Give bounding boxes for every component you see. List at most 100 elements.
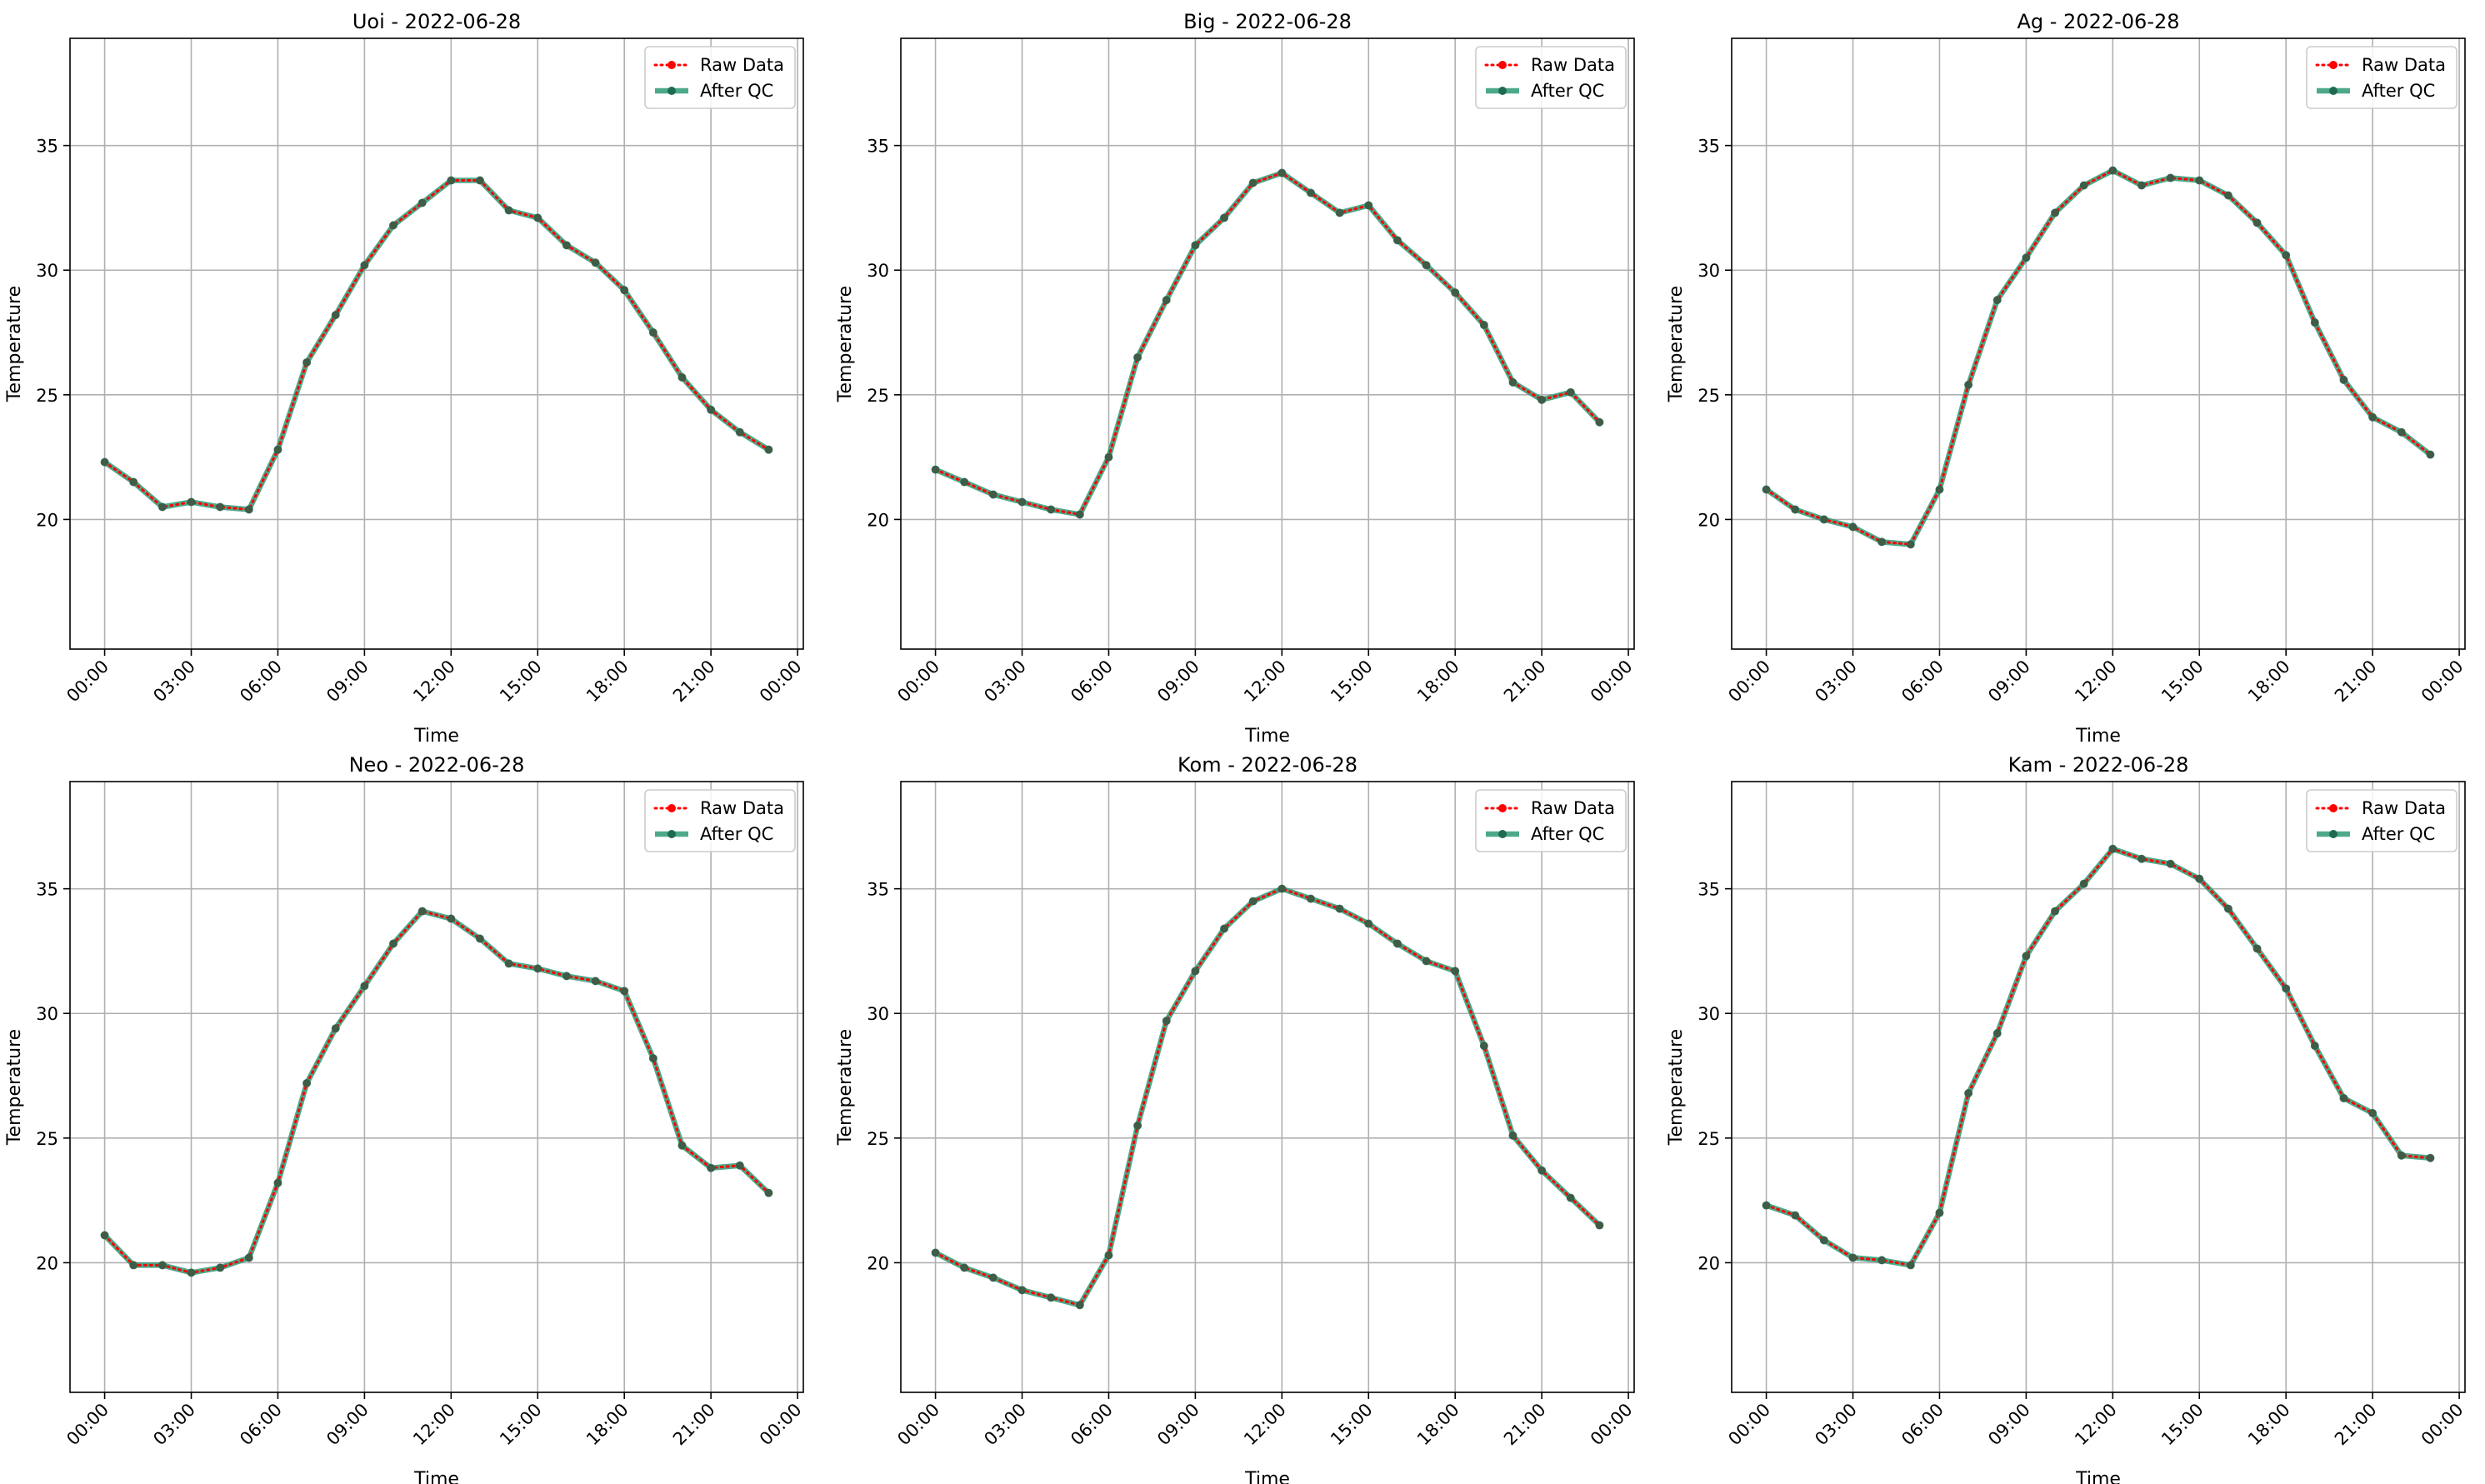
after-qc-point — [2426, 450, 2435, 459]
after-qc-point — [360, 261, 369, 270]
after-qc-point — [1133, 1121, 1142, 1130]
after-qc-point — [1964, 380, 1973, 389]
y-tick-label: 20 — [36, 510, 58, 530]
after-qc-point — [648, 328, 658, 337]
x-tick-label: 21:00 — [669, 657, 719, 707]
after-qc-point — [129, 1261, 138, 1270]
x-tick-label: 18:00 — [582, 657, 632, 707]
legend-label-after-qc: After QC — [2362, 81, 2435, 101]
x-tick-label: 18:00 — [2244, 657, 2294, 707]
after-qc-point — [1935, 1208, 1944, 1217]
after-qc-point — [1451, 288, 1460, 297]
after-qc-point — [678, 1141, 687, 1150]
plot-frame — [900, 781, 1635, 1393]
after-qc-point — [1335, 904, 1344, 913]
after-qc-point — [302, 357, 312, 367]
x-axis-label: Time — [2075, 726, 2121, 747]
after-qc-point — [2166, 859, 2175, 868]
after-qc-point — [1220, 924, 1229, 933]
after-qc-point — [1819, 515, 1828, 524]
after-qc-point — [1422, 957, 1431, 966]
after-qc-point — [1964, 1088, 1973, 1097]
chart-panel: Uoi - 2022-06-28 00:00 03:00 06:00 09:00 12:0… — [4, 10, 806, 747]
after-qc-point — [562, 972, 571, 981]
after-qc-point — [1878, 1256, 1887, 1265]
legend-label-after-qc: After QC — [700, 824, 773, 844]
after-qc-point — [100, 457, 109, 467]
x-tick-label: 18:00 — [582, 1400, 632, 1450]
y-tick-label: 20 — [1698, 510, 1720, 530]
chart-title: Kam - 2022-06-28 — [2008, 753, 2189, 777]
y-axis-label: Temperature — [1666, 286, 1687, 402]
plot-area — [901, 38, 1634, 649]
after-qc-point — [735, 427, 744, 437]
legend-label-raw-data: Raw Data — [2362, 55, 2446, 75]
after-qc-point — [1992, 1029, 2002, 1038]
x-tick-label: 09:00 — [1984, 1400, 2034, 1450]
x-axis-label: Time — [2075, 1469, 2121, 1484]
after-qc-point — [2368, 1108, 2378, 1117]
after-qc-point — [216, 502, 225, 512]
after-qc-point — [2195, 176, 2204, 185]
series-line-raw-data — [1765, 169, 2432, 546]
after-qc-point — [2108, 844, 2118, 853]
after-qc-point — [1848, 522, 1858, 532]
legend: Raw Data After QC — [644, 46, 796, 109]
x-tick-label: 03:00 — [149, 1400, 199, 1450]
after-qc-point — [475, 176, 484, 185]
after-qc-point — [1762, 1201, 1771, 1210]
after-qc-point — [1451, 967, 1460, 976]
x-tick-label: 00:00 — [2418, 657, 2468, 707]
chart-panel: Kam - 2022-06-28 00:00 03:00 06:00 09:00 12:0… — [1666, 753, 2468, 1484]
x-tick-label: 15:00 — [1327, 657, 1377, 707]
after-qc-point — [331, 1024, 340, 1033]
legend-label-raw-data: Raw Data — [1531, 798, 1615, 818]
after-qc-point — [447, 914, 456, 923]
y-tick-label: 20 — [867, 510, 889, 530]
x-tick-label: 09:00 — [1153, 1400, 1203, 1450]
x-tick-label: 00:00 — [2418, 1400, 2468, 1450]
after-qc-point — [129, 477, 138, 487]
legend-label-after-qc: After QC — [700, 81, 773, 101]
x-tick-label: 06:00 — [1067, 657, 1117, 707]
legend-marker-raw-data — [1498, 804, 1507, 812]
after-qc-point — [2022, 952, 2031, 961]
y-tick-label: 35 — [867, 137, 889, 157]
y-tick-label: 20 — [867, 1253, 889, 1273]
after-qc-point — [1791, 1211, 1800, 1220]
legend-marker-after-qc — [1498, 87, 1507, 95]
plot-frame — [69, 37, 804, 650]
x-tick-label: 09:00 — [1153, 657, 1203, 707]
plot-area — [70, 38, 803, 649]
legend: Raw Data After QC — [1475, 46, 1627, 109]
y-tick-label: 30 — [867, 261, 889, 281]
x-tick-label: 18:00 — [1413, 657, 1463, 707]
x-tick-label: 00:00 — [893, 657, 943, 707]
after-qc-point — [2223, 904, 2232, 913]
after-qc-point — [1878, 537, 1887, 547]
after-qc-point — [2022, 253, 2031, 262]
x-tick-label: 15:00 — [496, 657, 546, 707]
legend: Raw Data After QC — [1475, 789, 1627, 852]
x-tick-label: 21:00 — [1500, 1400, 1550, 1450]
after-qc-point — [533, 213, 542, 222]
x-tick-label: 12:00 — [409, 1400, 459, 1450]
y-axis-label: Temperature — [835, 1029, 856, 1146]
plot-frame — [1731, 37, 2466, 650]
after-qc-point — [504, 959, 513, 968]
after-qc-point — [273, 445, 282, 454]
x-tick-label: 03:00 — [980, 1400, 1030, 1450]
plot-area — [1732, 38, 2465, 649]
after-qc-point — [2397, 427, 2406, 437]
after-qc-point — [158, 502, 167, 512]
after-qc-point — [100, 1231, 109, 1240]
x-tick-label: 00:00 — [893, 1400, 943, 1450]
after-qc-point — [2339, 1093, 2348, 1102]
y-tick-label: 25 — [1698, 386, 1720, 406]
after-qc-point — [1538, 1166, 1547, 1175]
y-tick-label: 35 — [1698, 137, 1720, 157]
legend-label-raw-data: Raw Data — [700, 55, 784, 75]
after-qc-point — [2339, 375, 2348, 384]
x-tick-label: 00:00 — [1724, 657, 1774, 707]
after-qc-point — [988, 490, 998, 499]
